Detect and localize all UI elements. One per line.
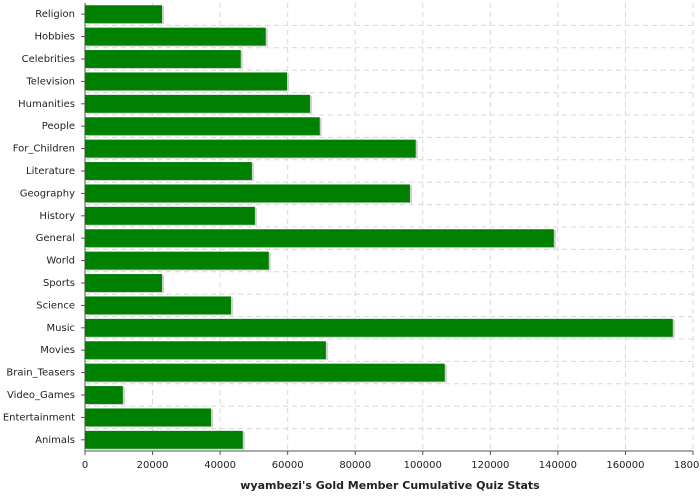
bar — [85, 229, 554, 248]
x-tick-label: 140000 — [539, 460, 577, 471]
bar — [85, 94, 310, 113]
bar — [85, 50, 241, 68]
bar — [85, 72, 287, 91]
y-tick-label: Movies — [40, 345, 75, 356]
x-tick-label: 40000 — [204, 460, 236, 471]
y-tick-label: Animals — [35, 435, 75, 446]
y-tick-label: Literature — [26, 166, 75, 177]
bar — [85, 296, 231, 315]
y-tick-label: Video_Games — [7, 390, 75, 401]
bar — [85, 251, 269, 270]
y-tick-label: Music — [47, 323, 75, 334]
y-tick-label: World — [46, 256, 75, 267]
bar — [85, 117, 320, 136]
bar — [85, 184, 410, 203]
bar — [85, 206, 255, 225]
x-tick-label: 80000 — [339, 460, 371, 471]
bar — [85, 139, 416, 158]
y-tick-label: People — [42, 121, 75, 132]
y-tick-label: For_Children — [13, 144, 75, 155]
x-tick-label: 180000 — [674, 460, 700, 471]
bar — [85, 363, 445, 382]
y-tick-label: Brain_Teasers — [6, 368, 75, 379]
y-tick-label: Geography — [20, 188, 75, 199]
y-tick-label: Hobbies — [35, 32, 75, 43]
bar — [85, 274, 163, 292]
x-tick-label: 60000 — [272, 460, 304, 471]
y-tick-label: Entertainment — [3, 412, 75, 423]
bar — [85, 430, 243, 449]
y-tick-label: Science — [36, 300, 75, 311]
x-tick-label: 160000 — [606, 460, 644, 471]
x-tick-label: 100000 — [404, 460, 442, 471]
bar — [85, 162, 252, 180]
x-tick-label: 0 — [82, 460, 88, 471]
y-tick-label: Sports — [43, 278, 75, 289]
bar — [85, 318, 673, 337]
y-tick-label: History — [39, 211, 75, 222]
y-tick-label: Religion — [35, 9, 75, 20]
y-tick-label: Celebrities — [22, 54, 75, 65]
bar — [85, 386, 123, 404]
bar — [85, 341, 326, 360]
bar — [85, 27, 266, 46]
y-tick-label: General — [36, 233, 75, 244]
x-tick-label: 120000 — [471, 460, 509, 471]
bar — [85, 5, 163, 24]
y-tick-label: Television — [25, 76, 75, 87]
chart-title: wyambezi's Gold Member Cumulative Quiz S… — [240, 479, 540, 492]
x-tick-label: 20000 — [137, 460, 169, 471]
y-tick-label: Humanities — [18, 99, 75, 110]
bar — [85, 408, 211, 427]
